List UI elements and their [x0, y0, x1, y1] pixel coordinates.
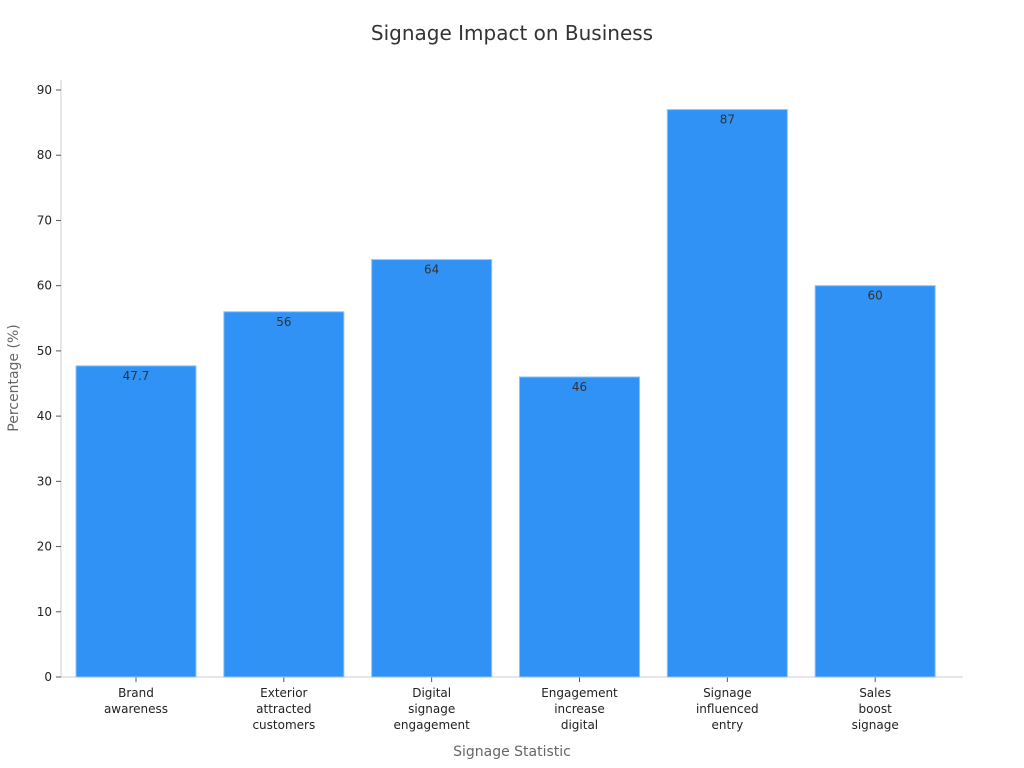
- data-label: 87: [720, 113, 735, 127]
- category-label-line: Exterior: [260, 686, 307, 700]
- category-label-line: entry: [711, 718, 743, 732]
- category-label-line: attracted: [256, 702, 311, 716]
- data-label: 46: [572, 380, 587, 394]
- category-label-line: awareness: [104, 702, 168, 716]
- y-tick-label: 20: [37, 540, 52, 554]
- data-label: 56: [276, 315, 291, 329]
- category-label-line: increase: [554, 702, 605, 716]
- category-label-line: signage: [852, 718, 899, 732]
- category-label-line: signage: [408, 702, 455, 716]
- bar: [519, 376, 640, 678]
- category-label-line: Digital: [412, 686, 451, 700]
- data-label: 60: [868, 289, 883, 303]
- y-axis: 0 10 20 30 40 50 60 70 80 90: [37, 80, 62, 684]
- bar: [666, 109, 788, 678]
- y-tick-label: 80: [37, 148, 52, 162]
- y-axis-title: Percentage (%): [6, 324, 22, 431]
- x-axis: [61, 676, 963, 682]
- bar: [223, 311, 345, 678]
- y-tick-label: 70: [37, 213, 52, 227]
- category-label-line: customers: [252, 718, 315, 732]
- data-label: 47.7: [123, 369, 150, 383]
- y-tick-label: 10: [37, 605, 52, 619]
- bars: [75, 109, 936, 678]
- category-label-line: influenced: [696, 702, 759, 716]
- category-label: Sales boost signage: [852, 686, 899, 732]
- category-label: Brand awareness: [104, 686, 168, 716]
- data-labels: 47.7 56 64 46 87 60: [123, 113, 883, 394]
- y-tick-label: 50: [37, 344, 52, 358]
- category-label: Signage influenced entry: [696, 686, 759, 732]
- bar: [814, 285, 936, 678]
- category-label-line: Signage: [703, 686, 752, 700]
- category-label-line: engagement: [393, 718, 470, 732]
- category-label: Digital signage engagement: [393, 686, 470, 732]
- category-label-line: Engagement: [541, 686, 618, 700]
- y-tick-label: 60: [37, 279, 52, 293]
- category-label-line: Brand: [118, 686, 154, 700]
- y-tick-label: 90: [37, 83, 52, 97]
- y-tick-label: 40: [37, 409, 52, 423]
- category-label: Exterior attracted customers: [252, 686, 315, 732]
- chart-title: Signage Impact on Business: [371, 21, 653, 45]
- data-label: 64: [424, 263, 439, 277]
- category-label-line: boost: [859, 702, 893, 716]
- x-axis-title: Signage Statistic: [453, 744, 571, 760]
- category-label-line: digital: [561, 718, 598, 732]
- y-tick-label: 0: [44, 670, 52, 684]
- category-labels: Brand awareness Exterior attracted customers…: [104, 686, 899, 732]
- category-label: Engagement increase digital: [541, 686, 618, 732]
- bar: [371, 259, 493, 678]
- category-label-line: Sales: [859, 686, 891, 700]
- y-tick-label: 30: [37, 474, 52, 488]
- bar: [75, 365, 197, 678]
